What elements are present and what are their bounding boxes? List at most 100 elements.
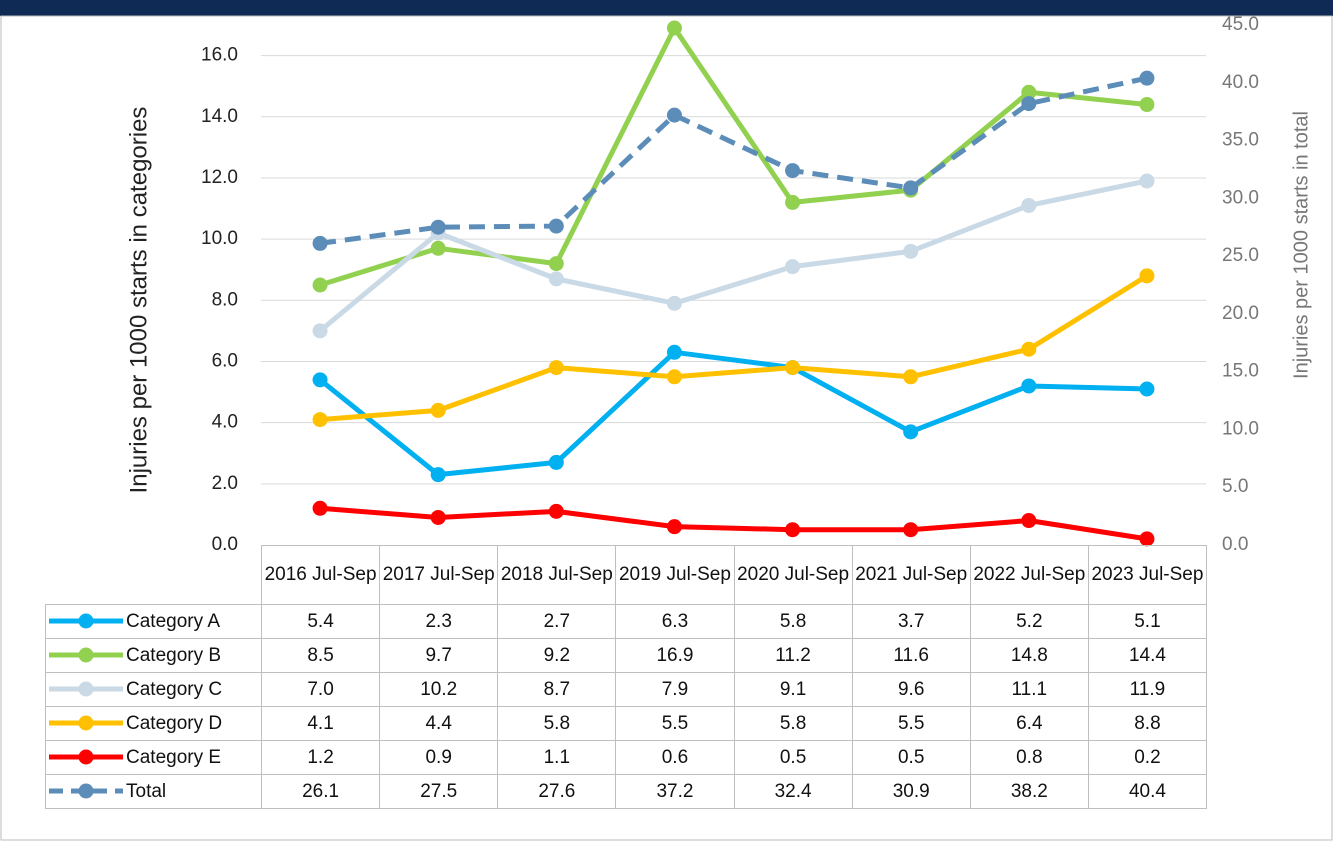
y-tick-label: 16.0 (201, 45, 238, 66)
marker (430, 240, 446, 256)
value-cell: 0.6 (615, 740, 735, 775)
value-cell: 11.2 (733, 638, 853, 673)
legend-label: Category E (126, 746, 222, 768)
marker (312, 412, 328, 428)
value-cell: 16.9 (615, 638, 735, 673)
table-row: Total 26.1 27.5 27.6 37.2 32.4 30.9 38.2 40.4 (45, 774, 1208, 809)
marker (430, 467, 446, 483)
value-cell: 1.1 (497, 740, 617, 775)
legend-icon (49, 715, 123, 731)
y-tick-label: 14.0 (201, 106, 238, 127)
table-row: Category E 1.2 0.9 1.1 0.6 0.5 0.5 0.8 0.2 (45, 740, 1208, 775)
legend-icon (49, 647, 123, 663)
marker (548, 256, 564, 272)
y2-tick-label: 40.0 (1222, 72, 1259, 93)
y2-tick-label: 5.0 (1222, 476, 1248, 497)
y-tick-label: 6.0 (212, 350, 238, 371)
marker (666, 369, 682, 385)
value-cell: 7.0 (260, 672, 381, 707)
y2-axis-title: Injuries per 1000 starts in total (1290, 111, 1312, 379)
legend-label: Category A (126, 610, 220, 632)
marker (430, 509, 446, 525)
x-tick-label: 2016 Jul-Sep (260, 545, 381, 605)
legend-entry: Total (45, 774, 262, 809)
value-cell: 14.8 (969, 638, 1089, 673)
value-cell: 0.5 (733, 740, 853, 775)
legend-icon (49, 613, 123, 629)
value-cell: 30.9 (851, 774, 971, 809)
y-tick-label: 8.0 (212, 289, 238, 310)
value-cell: 27.6 (497, 774, 617, 809)
marker (430, 219, 446, 235)
legend-entry: Category A (45, 604, 262, 639)
value-cell: 4.4 (379, 706, 499, 741)
value-cell: 9.7 (379, 638, 499, 673)
legend-marker (78, 613, 94, 629)
x-tick-label: 2020 Jul-Sep (733, 545, 853, 605)
marker (312, 277, 328, 293)
frame (0, 15, 1333, 841)
value-cell: 9.6 (851, 672, 971, 707)
value-cell: 6.3 (615, 604, 735, 639)
series-line (319, 505, 1148, 542)
marker (785, 163, 801, 179)
legend-marker (78, 749, 94, 765)
y-axis-title: Injuries per 1000 starts in categories (125, 107, 152, 494)
legend-icon (49, 681, 123, 697)
legend-entry: Category C (45, 672, 262, 707)
blank-cell (46, 546, 262, 605)
marker (666, 20, 682, 36)
marker (1139, 70, 1155, 86)
value-cell: 0.8 (969, 740, 1089, 775)
y2-tick-label: 0.0 (1222, 534, 1248, 555)
marker (785, 194, 801, 210)
y-tick-label: 2.0 (212, 473, 238, 494)
legend-label: Category B (126, 644, 222, 666)
marker (1021, 96, 1037, 112)
value-cell: 11.6 (851, 638, 971, 673)
value-cell: 1.2 (260, 740, 381, 775)
legend-entry: Category D (45, 706, 262, 741)
y2-tick-label: 10.0 (1222, 418, 1259, 439)
marker (312, 323, 328, 339)
table-row: Category B 8.5 9.7 9.2 16.9 11.2 11.6 14.8 14.4 (45, 638, 1208, 673)
data-table: 2016 Jul-Sep 2017 Jul-Sep 2018 Jul-Sep 2019… (45, 545, 1208, 809)
series-line (318, 349, 1148, 478)
marker (312, 235, 328, 251)
value-cell: 5.8 (733, 604, 853, 639)
legend-marker (78, 715, 94, 731)
value-cell: 32.4 (733, 774, 853, 809)
marker (666, 295, 682, 311)
value-cell: 5.5 (851, 706, 971, 741)
marker (548, 271, 564, 287)
y2-tick-label: 20.0 (1222, 303, 1259, 324)
marker (1139, 173, 1155, 189)
legend-label: Total (126, 780, 167, 802)
x-tick-label: 2022 Jul-Sep (969, 545, 1089, 605)
marker (903, 522, 919, 538)
series-line (318, 178, 1148, 333)
value-cell: 8.7 (497, 672, 617, 707)
value-cell: 8.5 (260, 638, 381, 673)
value-cell: 4.1 (260, 706, 381, 741)
value-cell: 9.1 (733, 672, 853, 707)
y-tick-label: 0.0 (212, 534, 238, 555)
x-tick-label: 2018 Jul-Sep (497, 545, 617, 605)
marker (785, 360, 801, 376)
y2-tick-label: 45.0 (1222, 14, 1259, 35)
value-cell: 37.2 (615, 774, 735, 809)
value-cell: 2.3 (379, 604, 499, 639)
marker (903, 369, 919, 385)
value-cell: 7.9 (615, 672, 735, 707)
marker (548, 454, 564, 470)
marker (548, 503, 564, 519)
legend-entry: Category E (45, 740, 262, 775)
marker (903, 243, 919, 259)
marker (666, 107, 682, 123)
marker (785, 522, 801, 538)
value-cell: 5.5 (615, 706, 735, 741)
value-cell: 27.5 (379, 774, 499, 809)
x-tick-label: 2019 Jul-Sep (615, 545, 735, 605)
